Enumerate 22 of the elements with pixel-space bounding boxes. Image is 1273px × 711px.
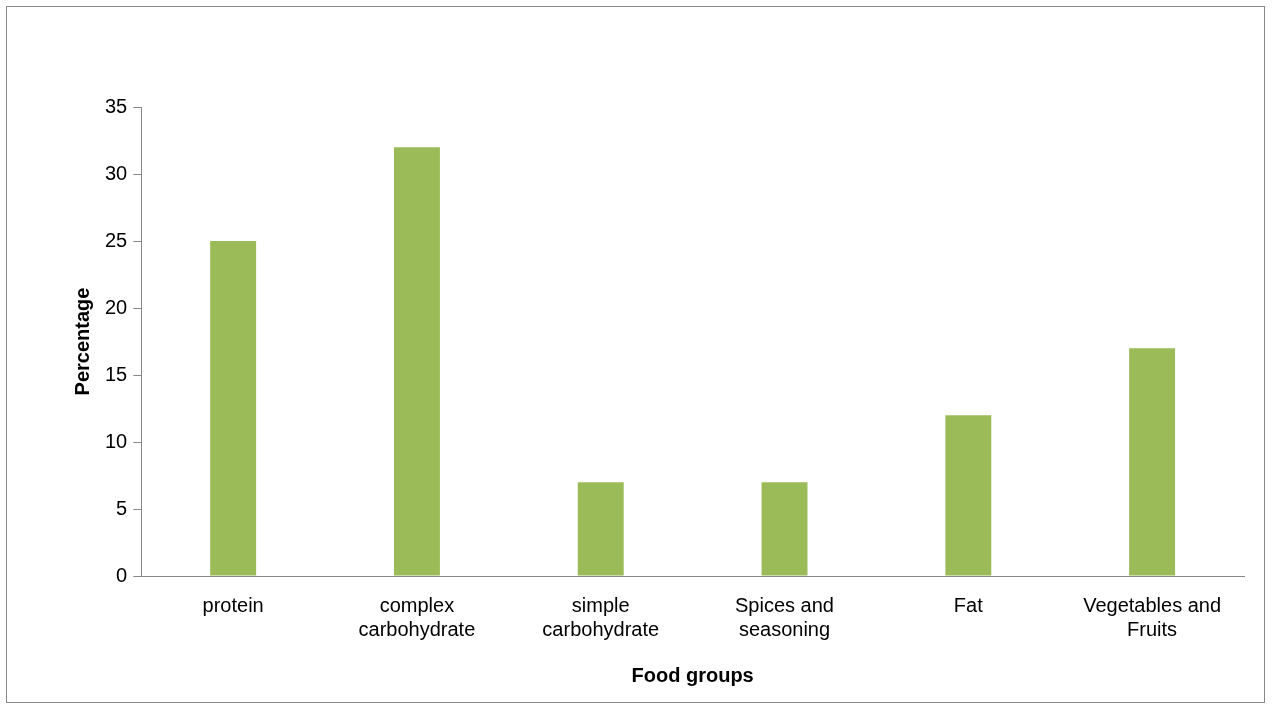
bar bbox=[945, 415, 992, 576]
y-tick-label: 35 bbox=[105, 94, 128, 117]
bar bbox=[393, 147, 440, 576]
y-tick-label: 0 bbox=[116, 563, 128, 586]
x-axis-title: Food groups bbox=[631, 663, 754, 686]
x-tick-label: simple carbohydrate bbox=[542, 593, 660, 640]
y-tick-label: 10 bbox=[105, 429, 128, 452]
y-tick-label: 5 bbox=[116, 496, 128, 519]
x-tick-label: Vegetables and Fruits bbox=[1083, 593, 1222, 640]
y-tick-label: 25 bbox=[105, 228, 128, 251]
y-tick-label: 20 bbox=[105, 295, 128, 318]
bar bbox=[577, 482, 624, 576]
bar bbox=[210, 241, 257, 576]
y-tick-label: 30 bbox=[105, 161, 128, 184]
bar bbox=[1129, 348, 1176, 576]
y-tick-label: 15 bbox=[105, 362, 128, 385]
x-tick-label: complex carbohydrate bbox=[358, 593, 476, 640]
bar bbox=[761, 482, 808, 576]
x-tick-label: Spices and seasoning bbox=[735, 593, 834, 640]
y-axis-title: Percentage bbox=[70, 287, 93, 396]
x-tick-label: Fat bbox=[953, 593, 984, 616]
x-tick-label: protein bbox=[202, 593, 264, 616]
